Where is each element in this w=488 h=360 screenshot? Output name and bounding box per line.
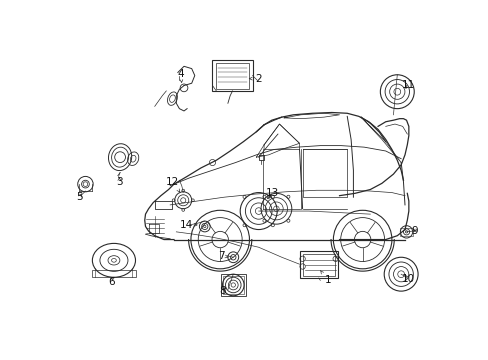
Text: 6: 6	[108, 277, 115, 287]
Text: 13: 13	[265, 188, 279, 198]
Text: 9: 9	[410, 226, 417, 236]
Bar	[212, 60, 252, 91]
Bar	[302, 254, 334, 276]
Text: 10: 10	[401, 274, 414, 284]
Text: 12: 12	[165, 177, 180, 192]
Text: 5: 5	[76, 192, 82, 202]
Text: 11: 11	[402, 80, 415, 90]
Text: 7: 7	[218, 251, 227, 261]
Text: 14: 14	[179, 220, 197, 230]
Text: 1: 1	[320, 270, 331, 285]
Bar	[215, 63, 249, 89]
Text: 3: 3	[116, 177, 122, 187]
Bar	[222, 276, 244, 294]
Text: 4: 4	[177, 69, 184, 82]
Bar	[299, 251, 337, 278]
Bar	[91, 270, 136, 276]
Bar	[221, 274, 245, 296]
Text: 2: 2	[249, 73, 262, 84]
Text: 8: 8	[219, 286, 225, 296]
Bar	[400, 228, 412, 236]
